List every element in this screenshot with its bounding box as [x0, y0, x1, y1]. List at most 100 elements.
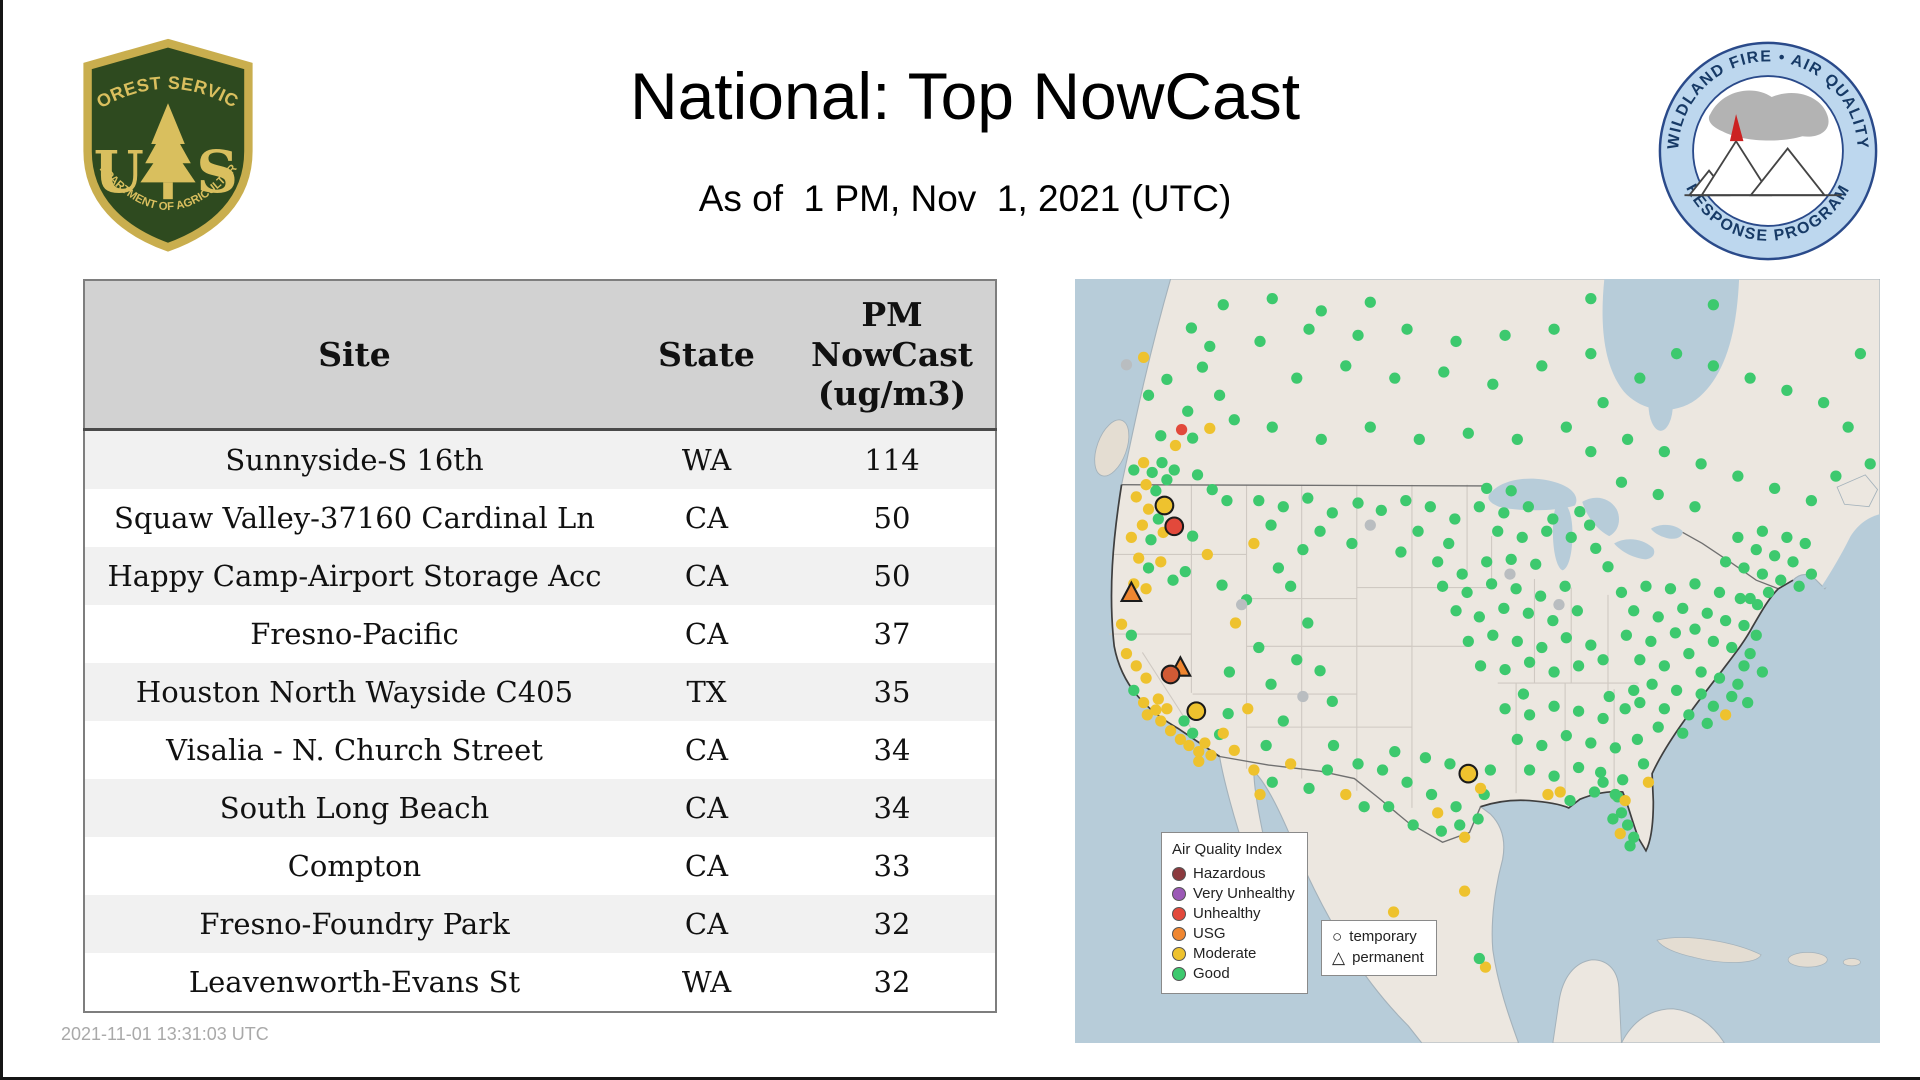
site-cell: Squaw Valley-37160 Cardinal Ln: [114, 500, 595, 535]
state-cell: WA: [681, 442, 732, 477]
aqi-site-dot: [1621, 819, 1634, 831]
aqi-site-dot: [1315, 433, 1327, 446]
aqi-site-dot: [1291, 372, 1303, 384]
table-row: Fresno-Foundry Park CA 32: [84, 894, 996, 953]
aqi-site-dot: [1536, 360, 1548, 372]
aqi-site-dot: [1511, 733, 1523, 745]
nowcast-cell: 114: [864, 442, 920, 477]
aqi-site-dot: [1560, 421, 1572, 433]
state-cell: WA: [681, 964, 732, 999]
fs-letter-s: S: [196, 138, 238, 206]
aqi-site-dot: [1652, 488, 1664, 501]
legend-label: Good: [1193, 965, 1230, 982]
aqi-site-dot: [1461, 586, 1473, 599]
aqi-site-dot: [1425, 788, 1438, 801]
table-row: Sunnyside-S 16th WA 114: [84, 429, 996, 489]
aqi-site-dot: [1553, 599, 1565, 611]
aqi-site-dot: [1854, 348, 1867, 360]
aqi-site-dot: [1597, 397, 1609, 409]
aqi-site-dot: [1297, 690, 1309, 703]
aqi-site-dot: [1128, 684, 1140, 697]
aqi-site-dot: [1481, 556, 1493, 568]
aqi-site-dot: [1327, 739, 1340, 752]
map-gulf-st-lawrence: [1822, 514, 1880, 589]
aqi-site-dot: [1548, 700, 1560, 712]
aqi-site-dot: [1221, 494, 1233, 507]
table-header-row: Site State PM NowCast (ug/m3): [84, 280, 996, 431]
legend-color-dot: [1172, 927, 1186, 941]
aqi-site-dot: [1498, 602, 1510, 614]
aqi-site-dot: [1534, 590, 1547, 602]
aqi-site-dot: [1185, 322, 1198, 334]
aqi-site-dot: [1652, 611, 1664, 623]
site-cell: South Long Beach: [219, 790, 490, 825]
nowcast-cell: 32: [873, 906, 911, 941]
aqi-site-dot: [1450, 801, 1462, 813]
aqi-site-dot: [1419, 752, 1432, 764]
aqi-site-dot: [1732, 531, 1744, 543]
table-row: Fresno-Pacific CA 37: [84, 604, 996, 663]
aqi-site-dot: [1588, 786, 1601, 798]
aqi-site-dot: [1664, 583, 1677, 595]
aqi-site-dot: [1254, 335, 1266, 348]
aqi-site-dot: [1314, 525, 1326, 537]
aqi-site-dot: [1303, 782, 1315, 794]
nowcast-cell: 34: [873, 790, 911, 825]
aqi-site-dot: [1383, 801, 1395, 813]
aqi-site-dot: [1481, 482, 1493, 494]
aqi-site-dot: [1435, 825, 1447, 837]
aqi-site-dot: [1701, 607, 1713, 619]
aqi-site-dot: [1128, 464, 1140, 476]
state-cell: CA: [684, 558, 729, 593]
aqi-site-dot: [1120, 359, 1133, 371]
aqi-site-dot: [1297, 543, 1309, 556]
aqi-site-dot: [1169, 439, 1182, 452]
aqi-site-dot: [1155, 715, 1167, 727]
site-cell: Fresno-Pacific: [250, 616, 459, 651]
aqi-site-dot: [1793, 580, 1805, 592]
aqi-site-dot: [1734, 592, 1746, 605]
aqi-site-dot: [1768, 550, 1781, 562]
temporary-circle-icon: ○: [1332, 927, 1343, 946]
table-row: South Long Beach CA 34: [84, 778, 996, 837]
monitor-type-legend: ○ temporary △ permanent: [1321, 920, 1437, 976]
aqi-site-dot: [1615, 476, 1628, 488]
aqi-site-dot: [1168, 464, 1180, 476]
aqi-site-dot: [1634, 372, 1646, 384]
aqi-site-dot: [1387, 906, 1400, 918]
aqi-site-dot: [1443, 537, 1455, 550]
aqi-site-dot: [1161, 474, 1173, 486]
aqi-site-dot: [1395, 546, 1407, 558]
aqi-site-dot: [1125, 531, 1137, 543]
aqi-site-dot: [1603, 690, 1615, 703]
aqi-site-dot: [1412, 525, 1424, 537]
aqi-site-dot: [1713, 586, 1726, 599]
aqi-site-dot: [1719, 614, 1732, 627]
legend-label: Very Unhealthy: [1193, 885, 1295, 902]
nowcast-cell: 50: [873, 500, 911, 535]
aqi-site-dot: [1652, 721, 1664, 733]
aqi-site-dot: [1677, 727, 1689, 739]
aqi-site-dot: [1756, 568, 1769, 580]
aqi-site-dot: [1217, 727, 1229, 739]
aqi-site-dot: [1523, 709, 1536, 721]
aqi-site-dot: [1253, 641, 1265, 654]
aqi-site-dot: [1485, 578, 1498, 590]
top-site-marker-circle: [1186, 701, 1207, 722]
aqi-site-dot: [1499, 703, 1511, 715]
aqi-site-dot: [1314, 665, 1326, 677]
aqi-site-dot: [1484, 764, 1497, 776]
aqi-site-dot: [1242, 703, 1254, 715]
aqi-legend-title: Air Quality Index: [1172, 841, 1283, 858]
aqi-site-dot: [1695, 458, 1707, 470]
pine-tree-icon: [140, 103, 196, 200]
aqi-site-dot: [1473, 952, 1485, 965]
aqi-site-dot: [1401, 323, 1413, 335]
site-cell: Compton: [287, 848, 422, 883]
aqi-site-dot: [1607, 813, 1619, 825]
nowcast-cell: 37: [873, 616, 911, 651]
aqi-legend-item: Good: [1172, 964, 1295, 984]
aqi-site-dot: [1738, 660, 1750, 672]
aqi-site-dot: [1719, 709, 1732, 721]
